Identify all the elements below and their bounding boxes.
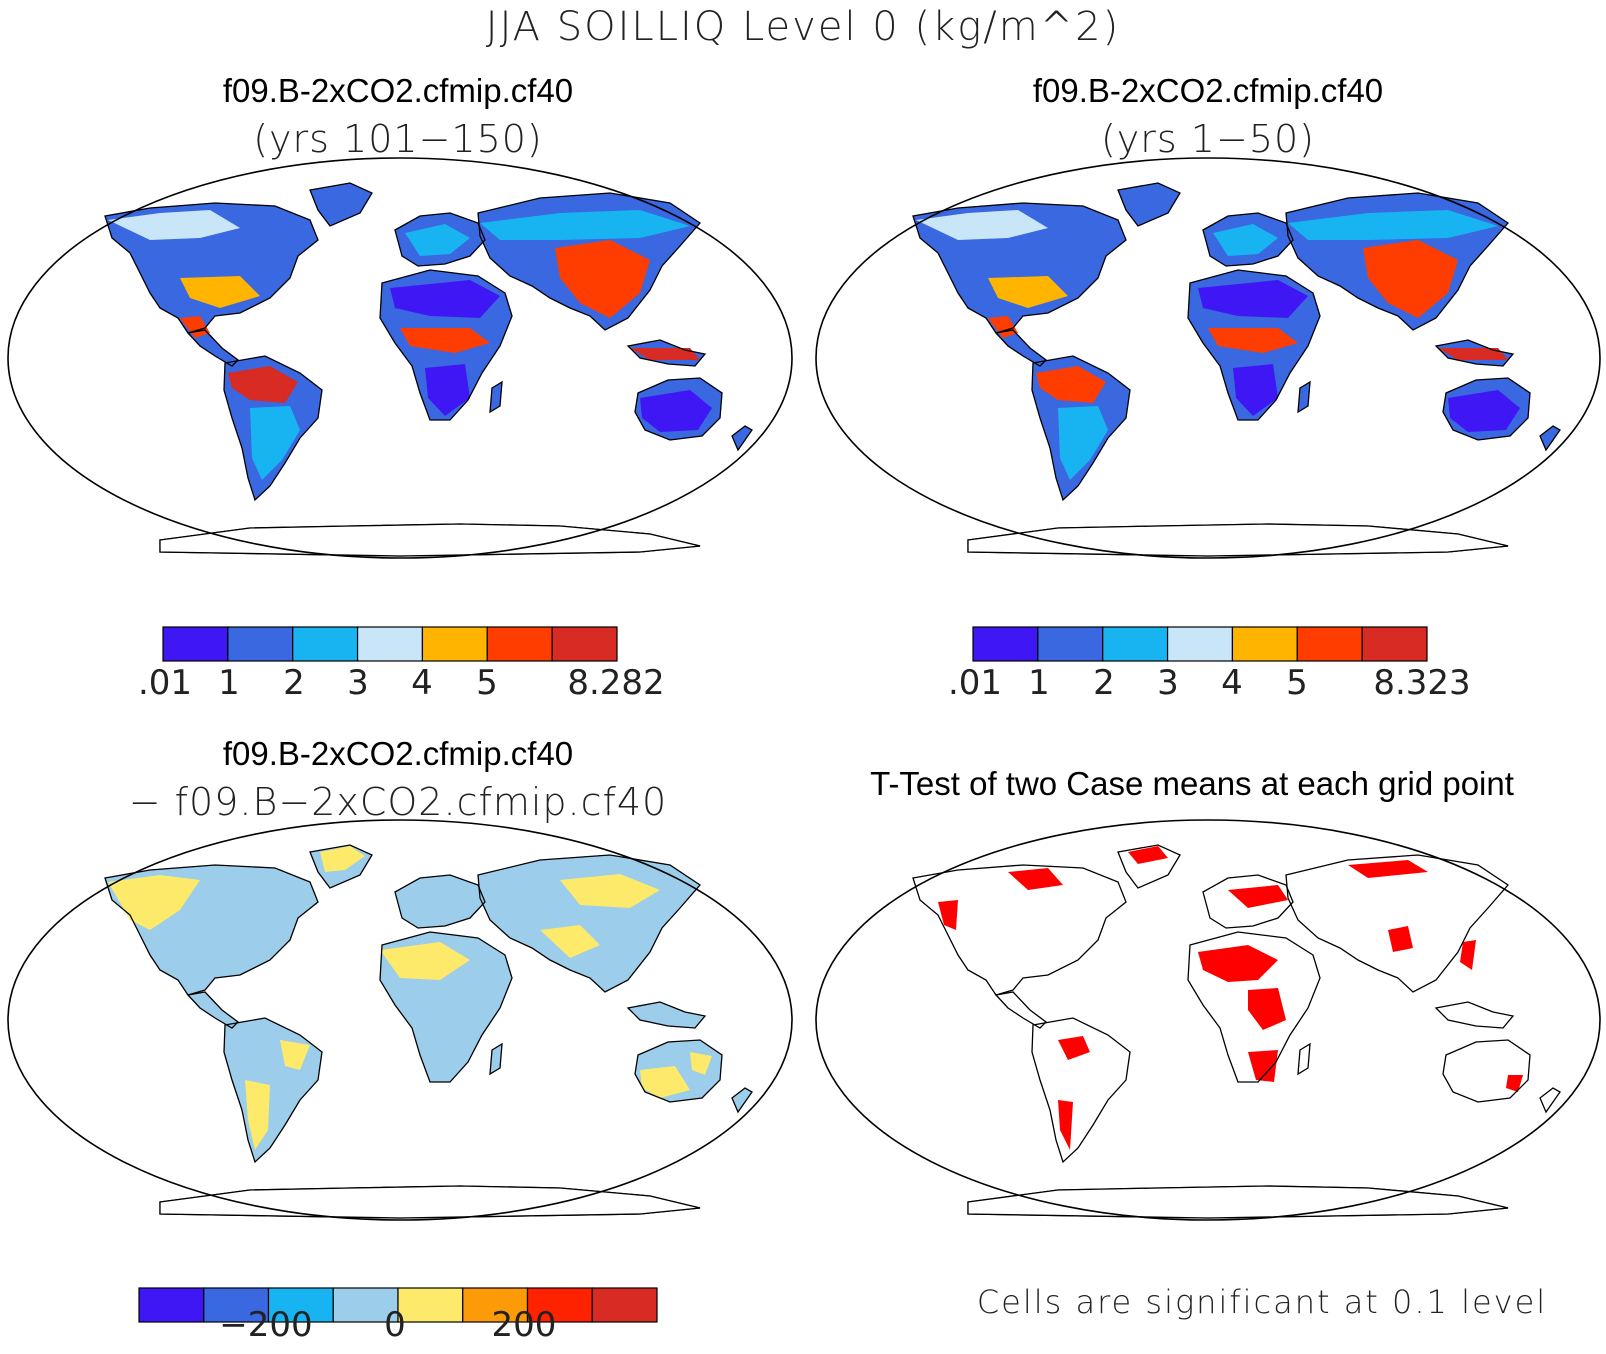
colorbar-swatch [1361,626,1428,662]
colorbar-tick-label: 200 [492,1305,557,1345]
colorbar-tick-label: 0 [384,1305,406,1345]
colorbar-swatch [1231,626,1298,662]
colorbar-tick-label: 4 [411,663,433,703]
colorbar-swatch [551,626,618,662]
land-top-left [105,183,752,556]
colorbar-swatch [227,626,294,662]
colorbar-tick-label: 5 [476,663,498,703]
panel-bottom-right-title: T-Test of two Case means at each grid po… [870,765,1514,802]
antarctica-top-right [967,523,1509,557]
colorbar-tick-label: 8.323 [1373,663,1470,703]
colorbar-swatch [203,1287,270,1323]
colorbar-tick-label: .01 [138,663,192,703]
colorbar-tick-label: 3 [1157,663,1179,703]
colorbar-swatch [1296,626,1363,662]
colorbar-tick-label: 4 [1221,663,1243,703]
colorbar-top-right-labels: .01 1 2 3 4 5 8.323 [948,663,1471,703]
colorbar-swatch [462,1287,529,1323]
colorbar-swatch [1037,626,1104,662]
colorbar-bottom-left-labels: −200 0 200 [219,1305,556,1345]
colorbar-swatch [1102,626,1169,662]
colorbar-tick-label: 8.282 [567,663,664,703]
colorbar-tick-label: 1 [218,663,240,703]
antarctica-bottom-left [159,1185,701,1219]
colorbar-swatch [526,1287,593,1323]
colorbar-top-left [162,626,618,662]
panel-top-left: f09.B-2xCO2.cfmip.cf40 (yrs 101−150) [7,72,793,703]
colorbar-tick-label: 3 [347,663,369,703]
colorbar-tick-label: 1 [1028,663,1050,703]
colorbar-swatch [292,626,359,662]
colorbar-tick-label: 2 [1093,663,1115,703]
map-bottom-left [7,819,793,1221]
panel-top-right-title: f09.B-2xCO2.cfmip.cf40 [1033,72,1383,109]
colorbar-tick-label: −200 [219,1305,312,1345]
map-top-right [815,157,1601,559]
land-bottom-left [105,845,752,1218]
antarctica-bottom-right [967,1185,1509,1219]
colorbar-swatch [397,1287,464,1323]
colorbar-bottom-left [138,1287,658,1323]
antarctica-top-left [159,523,701,557]
colorbar-tick-label: 2 [283,663,305,703]
colorbar-swatch [138,1287,205,1323]
panel-top-left-title: f09.B-2xCO2.cfmip.cf40 [223,72,573,109]
panel-bottom-right: T-Test of two Case means at each grid po… [815,765,1601,1321]
colorbar-swatch [591,1287,658,1323]
colorbar-tick-label: 5 [1286,663,1308,703]
colorbar-swatch [162,626,229,662]
significance-bottom-right [913,845,1560,1218]
significance-note: Cells are significant at 0.1 level [977,1283,1547,1321]
panel-bottom-left-subtitle: − f09.B−2xCO2.cfmip.cf40 [129,780,667,824]
map-bottom-right [815,819,1601,1221]
panel-bottom-left-title: f09.B-2xCO2.cfmip.cf40 [223,735,573,772]
figure-title: JJA SOILLIQ Level 0 (kg/m^2) [486,4,1120,50]
land-top-right [913,183,1560,556]
colorbar-swatch [972,626,1039,662]
panel-top-right-subtitle: (yrs 1−50) [1101,117,1315,161]
colorbar-swatch [486,626,553,662]
colorbar-tick-label: .01 [948,663,1002,703]
panel-top-right: f09.B-2xCO2.cfmip.cf40 (yrs 1−50) [815,72,1601,703]
colorbar-top-right [972,626,1428,662]
colorbar-top-left-labels: .01 1 2 3 4 5 8.282 [138,663,665,703]
colorbar-swatch [356,626,424,662]
panel-bottom-left: f09.B-2xCO2.cfmip.cf40 − f09.B−2xCO2.cfm… [7,735,793,1345]
panel-top-left-subtitle: (yrs 101−150) [253,117,543,161]
map-top-left [7,157,793,559]
colorbar-swatch [421,626,488,662]
colorbar-swatch [1166,626,1234,662]
